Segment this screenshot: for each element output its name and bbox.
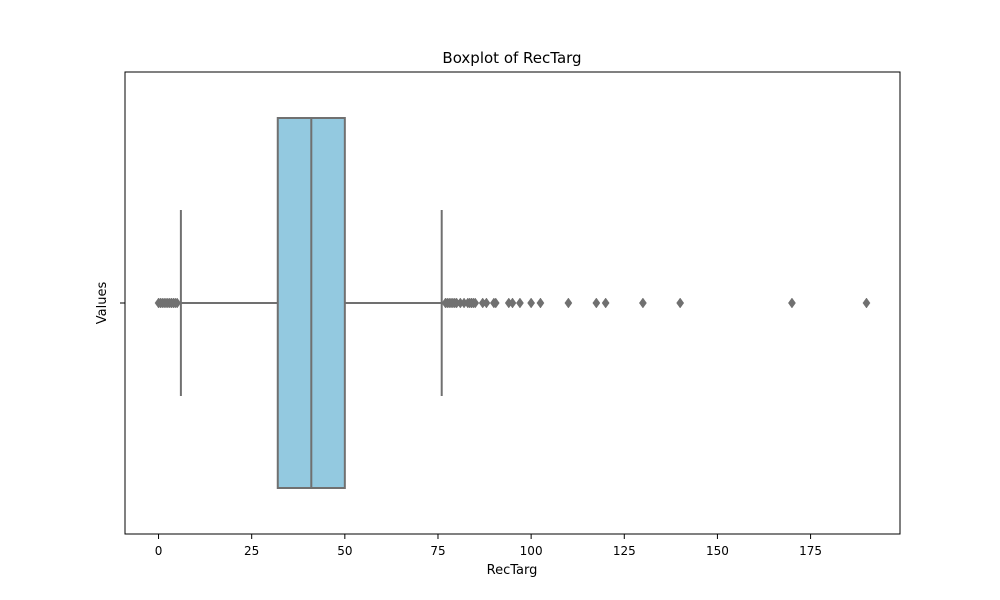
outlier-point <box>676 297 685 309</box>
outlier-point <box>471 297 480 309</box>
x-tick-label: 25 <box>244 544 259 558</box>
outlier-point <box>527 297 536 309</box>
outlier-point <box>639 297 647 309</box>
outlier-point <box>482 297 491 309</box>
outlier-point <box>508 297 517 309</box>
x-tick-label: 75 <box>430 544 445 558</box>
outlier-point <box>536 297 545 309</box>
outlier-point <box>516 297 524 309</box>
x-axis: 0 25 50 75 100 125 150 175 <box>155 534 822 558</box>
x-tick-label: 125 <box>613 544 636 558</box>
outlier-point <box>592 297 601 309</box>
outlier-point <box>601 297 610 309</box>
outlier-point <box>788 297 796 309</box>
x-tick-label: 100 <box>520 544 543 558</box>
box-group <box>179 117 443 489</box>
outlier-group <box>154 297 871 309</box>
outlier-point <box>173 297 182 309</box>
x-tick-label: 0 <box>155 544 163 558</box>
x-tick-label: 175 <box>799 544 822 558</box>
outlier-point <box>491 297 500 309</box>
outlier-point <box>564 297 573 309</box>
x-tick-label: 50 <box>337 544 352 558</box>
y-axis-label: Values <box>95 282 110 325</box>
chart-title: Boxplot of RecTarg <box>442 49 581 67</box>
x-axis-label: RecTarg <box>487 563 538 578</box>
outlier-point <box>862 297 871 309</box>
x-tick-label: 150 <box>706 544 729 558</box>
